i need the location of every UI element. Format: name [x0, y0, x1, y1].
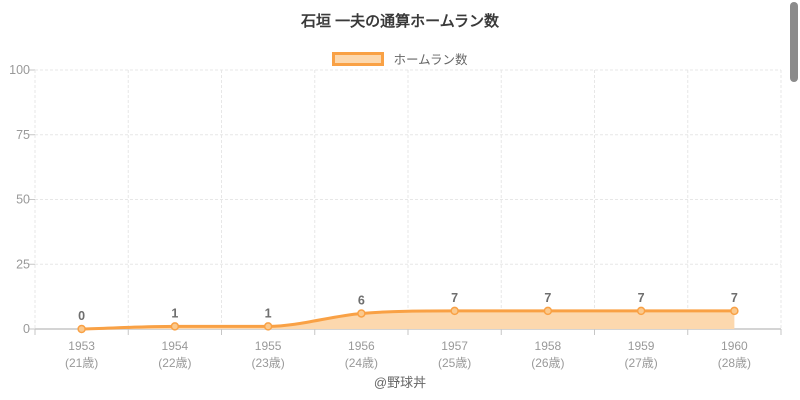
data-point[interactable] — [450, 306, 459, 316]
point-value-label: 7 — [451, 291, 458, 305]
x-tick-year: 1954 — [162, 339, 189, 353]
legend-item[interactable]: ホームラン数 — [0, 49, 800, 68]
x-tick-year: 1957 — [441, 339, 468, 353]
chart-title: 石垣 一夫の通算ホームラン数 — [301, 13, 499, 30]
point-value-label: 1 — [171, 306, 178, 320]
point-value-label: 7 — [544, 291, 551, 305]
x-tick-year: 1958 — [535, 339, 562, 353]
x-tick-age: (23歳) — [251, 356, 284, 370]
data-point[interactable] — [543, 306, 553, 316]
data-point[interactable] — [77, 324, 86, 334]
data-point[interactable] — [636, 306, 646, 316]
point-value-label: 7 — [731, 291, 738, 305]
point-value-label: 7 — [638, 291, 645, 305]
x-tick-age: (24歳) — [345, 356, 378, 370]
x-tick-age: (25歳) — [438, 356, 471, 370]
scrollbar-thumb[interactable] — [790, 2, 798, 82]
x-tick-year: 1959 — [628, 339, 655, 353]
y-tick-label: 50 — [16, 193, 30, 207]
point-value-label: 1 — [265, 306, 272, 320]
y-tick-label: 75 — [16, 128, 30, 142]
y-tick-label: 0 — [23, 322, 30, 336]
point-value-label: 6 — [358, 293, 365, 307]
data-point[interactable] — [730, 306, 739, 316]
legend-label: ホームラン数 — [393, 53, 468, 67]
x-tick-age: (22歳) — [158, 356, 191, 370]
data-point[interactable] — [170, 322, 180, 331]
area-fill — [81, 310, 735, 329]
y-tick-label: 100 — [9, 63, 30, 77]
x-tick-year: 1956 — [348, 339, 375, 353]
point-value-label: 0 — [78, 309, 85, 323]
x-tick-age: (26歳) — [531, 356, 564, 370]
legend-swatch-icon — [332, 51, 385, 66]
x-tick-year: 1960 — [721, 339, 748, 353]
x-tick-age: (21歳) — [65, 356, 98, 370]
y-tick-label: 25 — [16, 257, 30, 271]
x-tick-year: 1955 — [255, 339, 282, 353]
x-tick-age: (28歳) — [718, 356, 751, 370]
data-point[interactable] — [263, 322, 273, 331]
data-point[interactable] — [357, 309, 366, 318]
footer-credit: @野球丼 — [373, 375, 427, 390]
line-path — [80, 309, 736, 331]
x-tick-age: (27歳) — [624, 356, 657, 370]
x-tick-year: 1953 — [68, 339, 95, 353]
